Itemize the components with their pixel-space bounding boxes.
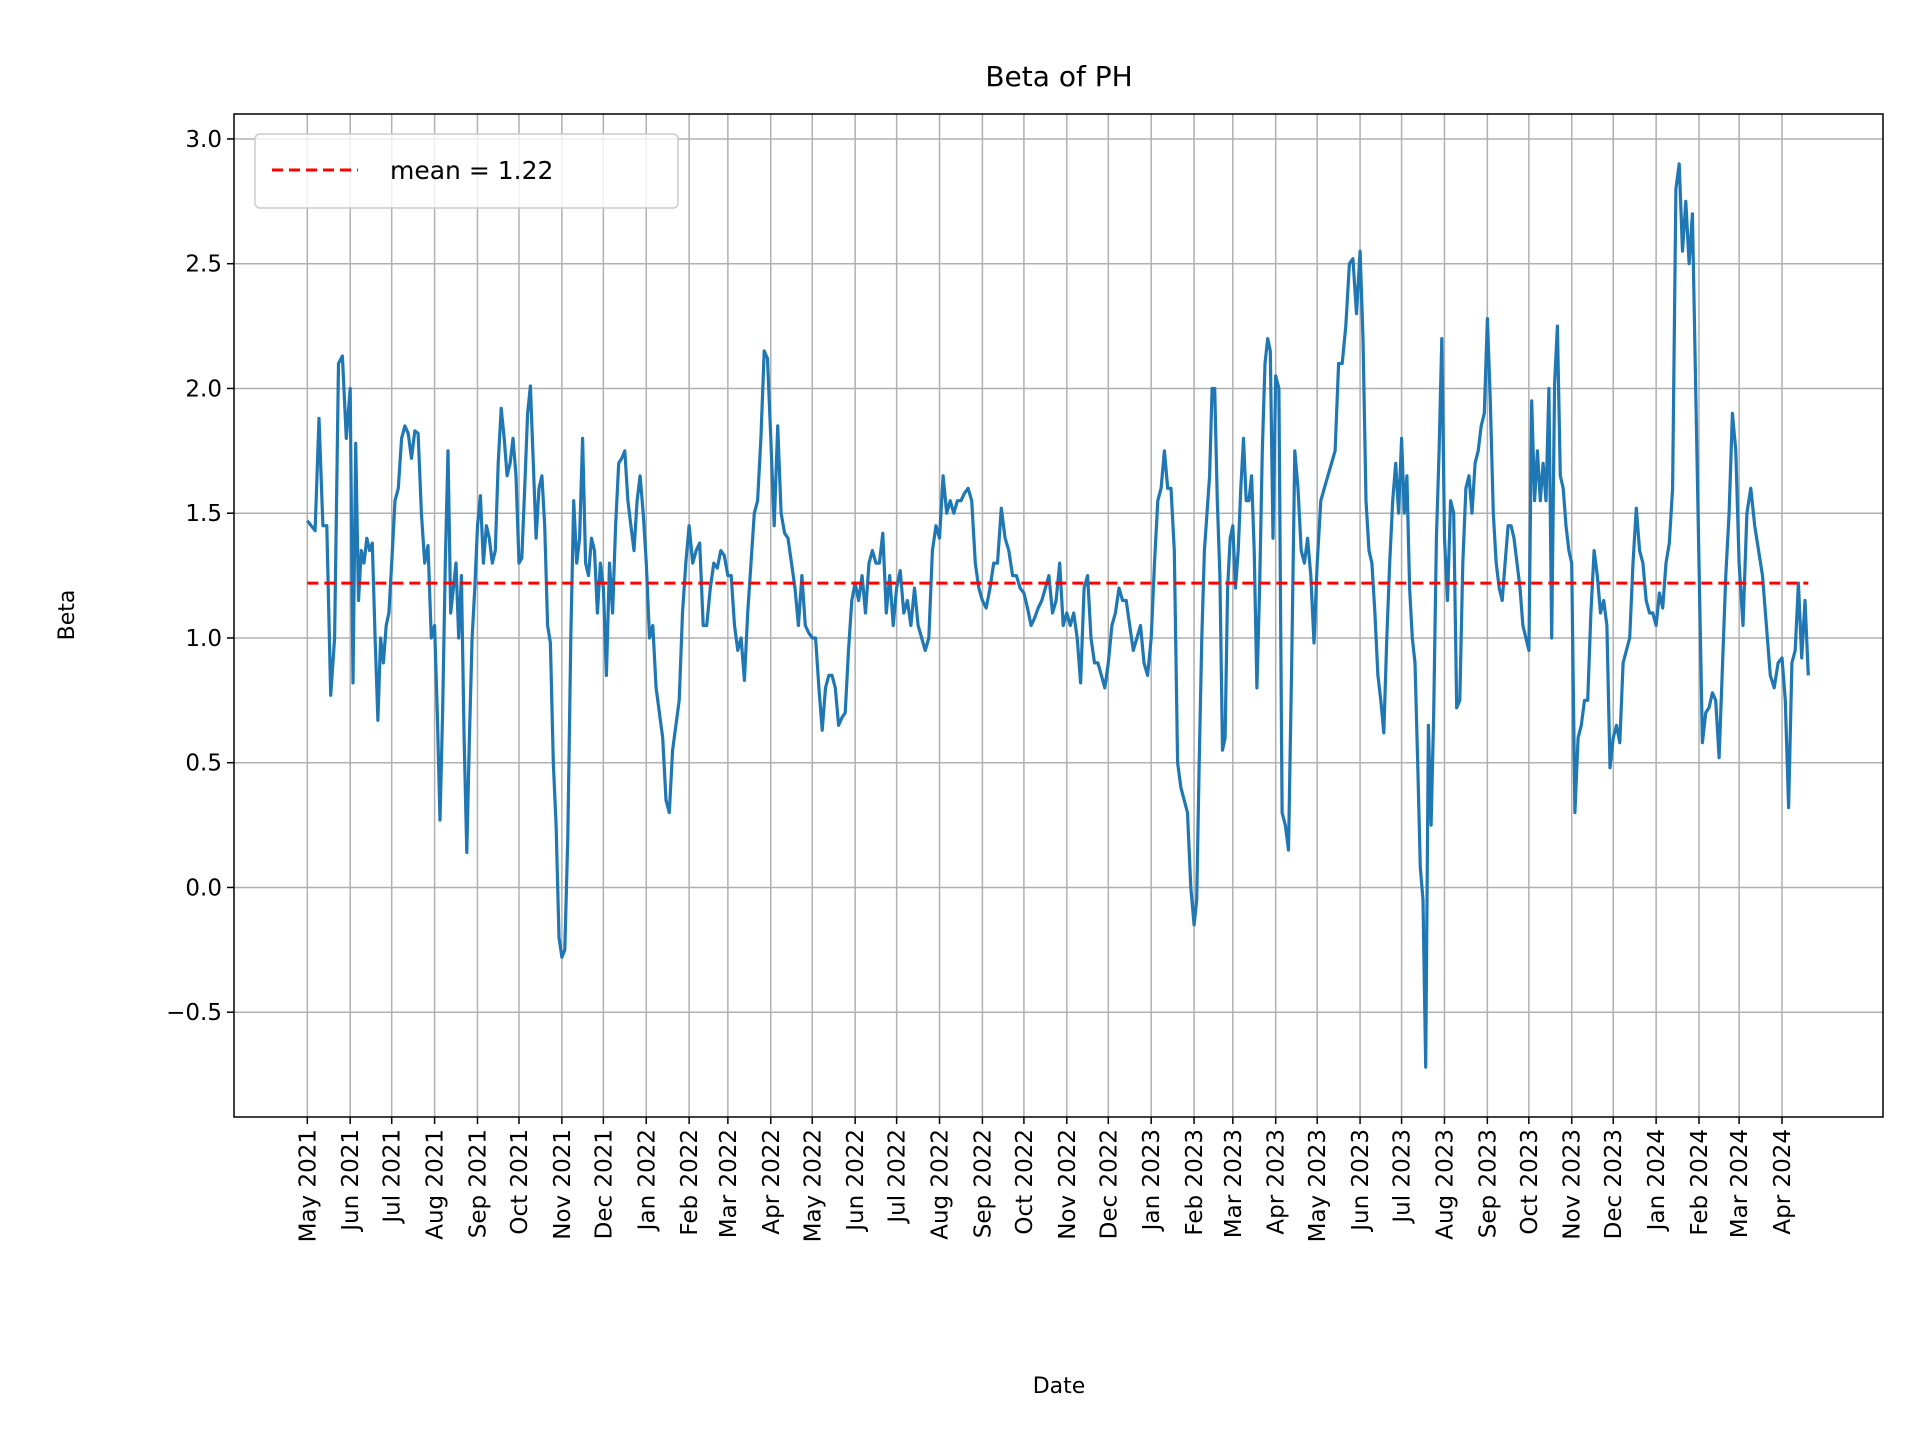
x-tick-label: Oct 2022 (1012, 1129, 1038, 1235)
x-tick-label: Jan 2022 (634, 1129, 660, 1232)
x-tick-label: Jan 2024 (1644, 1129, 1670, 1232)
grid (234, 114, 1883, 1117)
x-tick-label: Jun 2023 (1348, 1129, 1374, 1233)
chart-title: Beta of PH (985, 60, 1132, 93)
y-tick-label: 3.0 (185, 127, 222, 153)
x-tick-label: Jan 2023 (1139, 1129, 1165, 1232)
x-axis-label: Date (1033, 1374, 1086, 1399)
x-tick-label: Aug 2022 (928, 1129, 954, 1240)
x-tick-label: Mar 2024 (1727, 1129, 1753, 1238)
x-tick-label: Feb 2022 (677, 1129, 703, 1236)
x-tick-label: Jun 2021 (338, 1129, 364, 1233)
x-tick-label: Oct 2021 (507, 1129, 533, 1235)
y-axis-label: Beta (55, 590, 80, 641)
y-tick-label: 1.5 (185, 501, 222, 527)
x-tick-label: Aug 2023 (1432, 1129, 1458, 1240)
y-tick-label: −0.5 (166, 1000, 222, 1026)
y-axis: −0.5 0.0 0.5 1.0 1.5 2.0 2.5 3.0 (166, 127, 234, 1026)
x-tick-label: Sep 2022 (970, 1129, 996, 1238)
x-tick-label: May 2023 (1305, 1129, 1331, 1242)
y-tick-label: 0.5 (185, 751, 222, 777)
x-tick-label: May 2021 (295, 1129, 321, 1242)
x-tick-label: Nov 2021 (550, 1129, 576, 1240)
x-tick-label: Jul 2021 (380, 1129, 406, 1225)
legend: mean = 1.22 (254, 133, 679, 209)
series-layer (306, 162, 1810, 1069)
x-tick-label: Feb 2023 (1182, 1129, 1208, 1236)
x-tick-label: Sep 2023 (1475, 1129, 1501, 1238)
x-tick-label: Jul 2022 (885, 1129, 911, 1225)
x-tick-label: Feb 2024 (1687, 1129, 1713, 1236)
x-tick-label: Apr 2023 (1264, 1129, 1290, 1235)
x-tick-label: Oct 2023 (1517, 1129, 1543, 1235)
legend-box (254, 133, 679, 209)
plot-area-frame (233, 113, 1884, 1118)
x-tick-label: Dec 2022 (1096, 1129, 1122, 1239)
x-tick-label: Apr 2024 (1770, 1129, 1796, 1235)
x-tick-label: Nov 2022 (1055, 1129, 1081, 1240)
y-tick-label: 2.0 (185, 376, 222, 402)
x-tick-label: Jun 2022 (843, 1129, 869, 1233)
y-tick-label: 0.0 (185, 875, 222, 901)
x-tick-label: Mar 2023 (1221, 1129, 1247, 1238)
y-tick-label: 1.0 (185, 626, 222, 652)
x-tick-label: Dec 2023 (1601, 1129, 1627, 1239)
legend-mean-label: mean = 1.22 (390, 156, 553, 185)
x-axis: May 2021 Jun 2021 Jul 2021 Aug 2021 Sep 2021… (295, 1117, 1796, 1242)
x-tick-label: Mar 2022 (716, 1129, 742, 1238)
x-tick-label: Sep 2021 (465, 1129, 491, 1238)
x-tick-label: Jul 2023 (1390, 1129, 1416, 1225)
x-tick-label: May 2022 (800, 1129, 826, 1242)
x-tick-label: Nov 2023 (1560, 1129, 1586, 1240)
x-tick-label: Aug 2021 (423, 1129, 449, 1240)
y-tick-label: 2.5 (185, 252, 222, 278)
beta-series-line (306, 162, 1810, 1069)
x-tick-label: Apr 2022 (759, 1129, 785, 1235)
x-tick-label: Dec 2021 (591, 1129, 617, 1239)
